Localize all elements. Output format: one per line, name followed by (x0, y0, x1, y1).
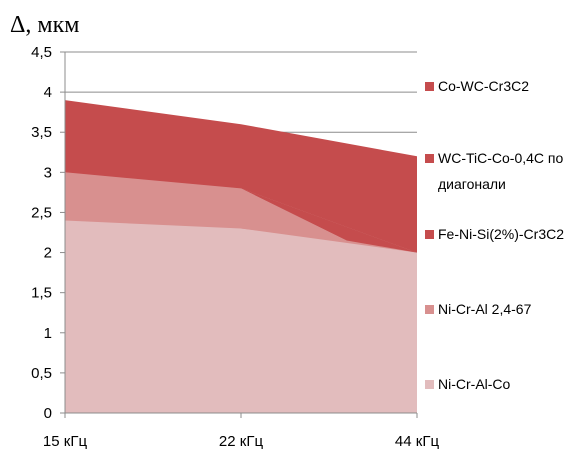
legend: Co-WC-Cr3C2 WC-TiC-Co-0,4C по диагонали Fe-… (425, 78, 564, 392)
legend-item: WC-TiC-Co-0,4C по диагонали (425, 150, 564, 192)
axes: 0 0,5 1 1,5 2 2,5 3 3,5 4 4,5 15 кГц 22 кГц 44 кГц (31, 44, 439, 450)
legend-label: Ni-Cr-Al-Co (438, 376, 511, 392)
legend-swatch (425, 230, 434, 239)
legend-swatch (425, 305, 434, 314)
y-tick-label: 4,5 (31, 44, 52, 61)
area-overlap-mid (241, 188, 347, 241)
y-tick-label: 2 (44, 245, 52, 262)
y-tick-label: 2,5 (31, 204, 52, 221)
y-tick-label: 1,5 (31, 285, 52, 302)
legend-item: Ni-Cr-Al 2,4-67 (425, 301, 532, 317)
legend-label: Ni-Cr-Al 2,4-67 (438, 301, 532, 317)
legend-label: диагонали (438, 176, 506, 192)
legend-label: WC-TiC-Co-0,4C по (438, 150, 564, 166)
x-tick-label: 22 кГц (219, 433, 264, 450)
legend-item: Fe-Ni-Si(2%)-Cr3C2 (425, 226, 564, 242)
legend-item: Co-WC-Cr3C2 (425, 78, 529, 94)
area-ni-cr-al-co (65, 220, 417, 413)
legend-label: Fe-Ni-Si(2%)-Cr3C2 (438, 226, 564, 242)
y-tick-label: 3 (44, 164, 52, 181)
y-tick-label: 0 (44, 405, 52, 422)
area-series (65, 100, 417, 413)
x-tick-label: 44 кГц (395, 433, 440, 450)
legend-item: Ni-Cr-Al-Co (425, 376, 511, 392)
y-tick-label: 3,5 (31, 124, 52, 141)
legend-swatch (425, 154, 434, 163)
x-tick-label: 15 кГц (43, 433, 88, 450)
area-overlap (241, 188, 417, 253)
chart-title: Δ, мкм (10, 12, 79, 38)
y-tick-label: 4 (44, 84, 52, 101)
legend-label: Co-WC-Cr3C2 (438, 78, 529, 94)
legend-swatch (425, 82, 434, 91)
y-tick-label: 0,5 (31, 365, 52, 382)
y-tick-label: 1 (44, 325, 52, 342)
legend-swatch (425, 380, 434, 389)
